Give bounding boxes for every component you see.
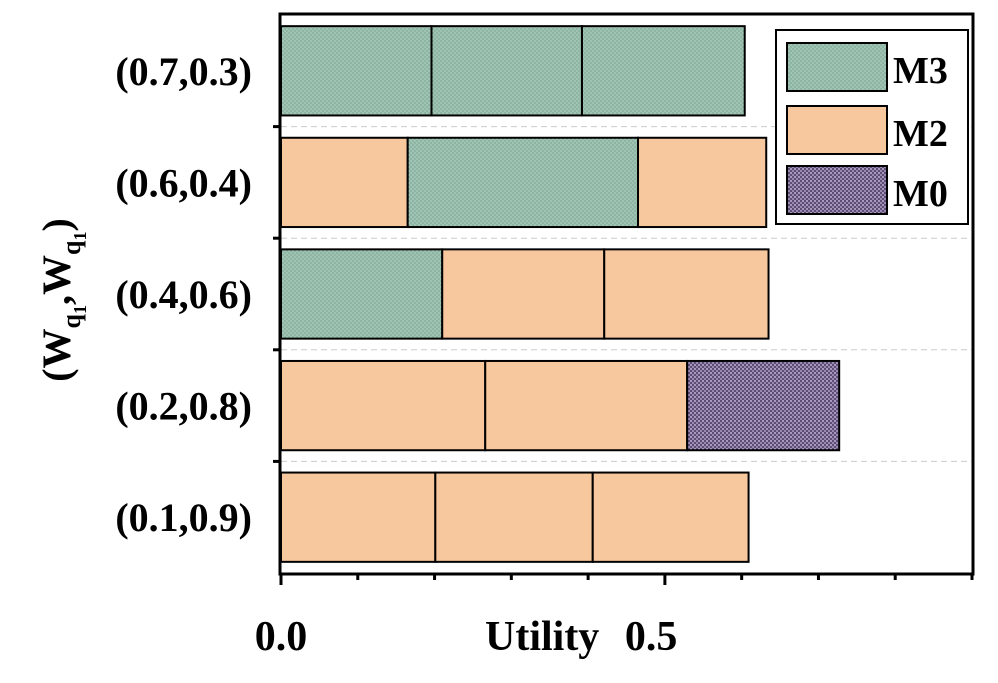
bar-segment-m2-row2-seg3	[637, 136, 768, 229]
y-ticks	[273, 125, 281, 463]
y-tick-labels: (0.7,0.3) (0.6,0.4) (0.4,0.6) (0.2,0.8) (0.1…	[115, 49, 252, 540]
legend-label-m3: M3	[893, 50, 948, 92]
y-tick-label: (0.4,0.6)	[115, 272, 252, 317]
bar-segment-m2-row3-seg3	[603, 248, 770, 340]
y-axis-label-subsub2: 1	[70, 232, 90, 241]
bar-segment-m2-row5-seg3	[591, 471, 750, 563]
y-axis-label-mid: ,W	[34, 255, 79, 305]
bar-segment-m3-row1-seg1	[280, 25, 433, 117]
y-tick-label: (0.1,0.9)	[115, 495, 252, 540]
bar-segment-m3-row2-seg2	[406, 136, 640, 229]
bar-segment-m2-row4-seg2	[484, 359, 689, 452]
y-tick-label: (0.7,0.3)	[115, 49, 252, 94]
bar-segment-m2-row5-seg2	[434, 471, 594, 563]
y-tick-label: (0.2,0.8)	[115, 384, 252, 429]
bars	[280, 25, 841, 563]
legend: M3 M2 M0	[775, 29, 969, 225]
y-axis-label-main: (W	[34, 328, 79, 381]
bar-segment-m0-row4-seg3	[686, 359, 841, 452]
x-tick-label: 0.0	[255, 614, 308, 660]
legend-swatch-m3	[786, 42, 888, 92]
y-axis-label: (Wq1,Wq1)	[34, 218, 90, 382]
legend-label-m0: M0	[893, 173, 948, 215]
bar-segment-m3-row3-seg1	[280, 248, 444, 340]
x-axis-label: Utility	[485, 614, 599, 660]
legend-swatch-m0	[786, 165, 888, 215]
bar-segment-m2-row5-seg1	[280, 471, 437, 563]
y-axis-label-sub1: q	[57, 313, 86, 328]
legend-label-m2: M2	[893, 113, 948, 155]
x-ticks: 0.0 0.5	[255, 573, 974, 660]
bar-segment-m3-row1-seg2	[430, 25, 583, 117]
bar-segment-m2-row2-seg1	[280, 136, 409, 229]
y-axis-label-sub2: q	[57, 240, 86, 255]
y-axis-label-end: )	[34, 218, 79, 231]
bar-segment-m2-row3-seg2	[441, 248, 606, 340]
bar-segment-m2-row4-seg1	[280, 359, 487, 452]
legend-swatch-m2	[786, 105, 888, 155]
y-axis-label-subsub1: 1	[70, 305, 90, 314]
y-tick-label: (0.6,0.4)	[115, 160, 252, 205]
x-tick-label: 0.5	[625, 614, 678, 660]
bar-segment-m3-row1-seg3	[580, 25, 746, 117]
svg-text:(Wq1,Wq1): (Wq1,Wq1)	[34, 218, 90, 382]
plot-frame	[278, 12, 975, 576]
